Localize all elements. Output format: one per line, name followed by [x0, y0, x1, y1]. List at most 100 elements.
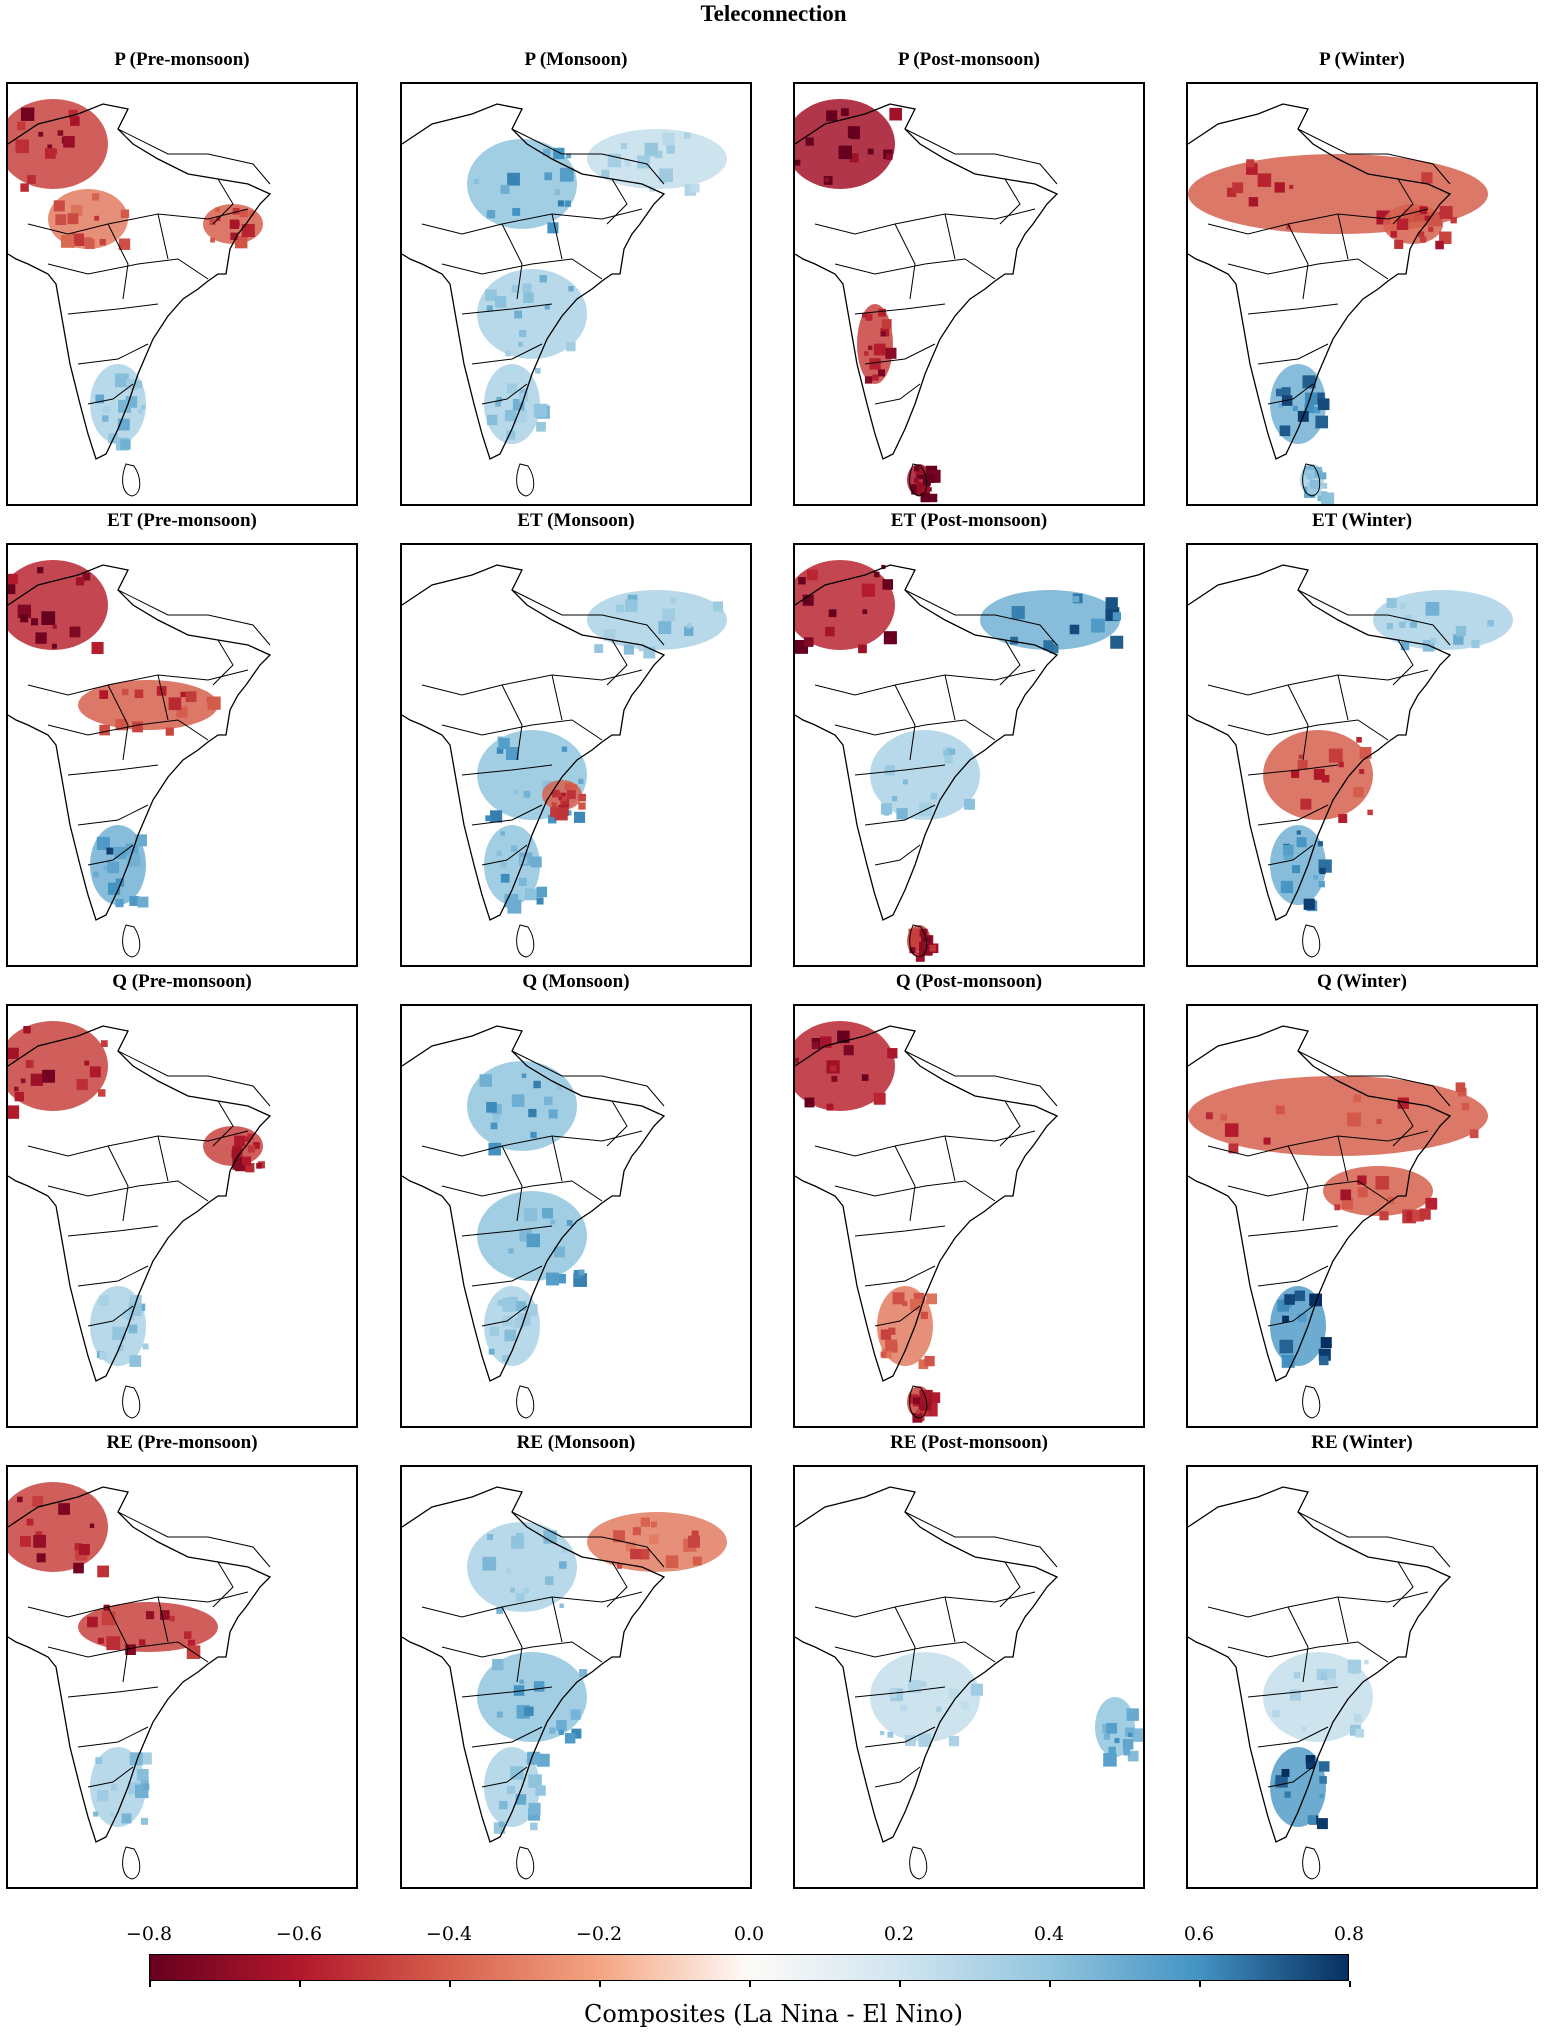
anomaly-pixel: [169, 1615, 175, 1622]
anomaly-pixel: [14, 1086, 19, 1092]
basin-boundary: [77, 804, 149, 826]
anomaly-pixel: [1400, 641, 1410, 651]
basin-boundary: [501, 1606, 523, 1683]
anomaly-region-northeast: [1383, 204, 1453, 250]
anomaly-pixel: [1394, 239, 1404, 249]
anomaly-blob: [8, 99, 108, 189]
anomaly-pixel: [494, 296, 507, 308]
panel-title: P (Monsoon): [524, 49, 628, 70]
anomaly-pixel: [45, 148, 56, 159]
basin-boundary: [864, 1265, 936, 1287]
sri-lanka-outline: [1302, 924, 1321, 958]
anomaly-pixel: [1220, 1114, 1228, 1121]
anomaly-pixel: [1412, 1209, 1425, 1222]
anomaly-region-south-peninsula: [484, 1747, 550, 1834]
anomaly-pixel: [1281, 387, 1291, 397]
anomaly-pixel: [30, 618, 39, 626]
anomaly-pixel: [1338, 813, 1348, 823]
country-outline: [795, 1486, 1059, 1843]
basin-boundary: [834, 719, 996, 741]
basin-boundary: [1297, 1050, 1451, 1107]
anomaly-pixel: [1114, 1738, 1120, 1744]
anomaly-pixel: [241, 223, 255, 238]
anomaly-pixel: [1010, 636, 1018, 645]
basin-boundary: [1207, 669, 1429, 696]
map-svg: [1188, 1486, 1452, 1880]
basin-boundary: [421, 208, 643, 235]
anomaly-pixel: [502, 1297, 517, 1312]
anomaly-region-north-band: [1188, 154, 1488, 234]
colorbar-tick-mark: [149, 1981, 151, 1987]
anomaly-pixel: [1439, 206, 1453, 219]
anomaly-pixel: [106, 1636, 121, 1651]
anomaly-pixel: [625, 1541, 636, 1552]
anomaly-pixel: [508, 1248, 514, 1254]
map-panel: [793, 1004, 1145, 1428]
anomaly-region-south-peninsula: [90, 1286, 149, 1367]
anomaly-pixel: [486, 305, 493, 312]
anomaly-pixel: [825, 626, 835, 637]
anomaly-pixel: [25, 1060, 34, 1068]
panel-title: RE (Monsoon): [516, 1432, 636, 1453]
anomaly-pixel: [573, 1270, 583, 1279]
basin-boundary: [874, 844, 921, 866]
anomaly-pixel: [1319, 1794, 1324, 1799]
anomaly-pixel: [1127, 1750, 1139, 1762]
anomaly-pixel: [99, 238, 106, 246]
anomaly-pixel: [902, 1301, 908, 1307]
anomaly-pixel: [805, 137, 814, 146]
anomaly-pixel: [14, 1091, 25, 1102]
anomaly-pixel: [1275, 388, 1284, 397]
map-panel: [793, 543, 1145, 967]
basin-boundary: [1267, 1305, 1314, 1327]
anomaly-pixel: [125, 1644, 136, 1656]
anomaly-pixel: [139, 1639, 146, 1646]
anomaly-pixel: [97, 1565, 109, 1578]
anomaly-pixel: [1319, 472, 1327, 480]
anomaly-pixel: [566, 810, 572, 816]
anomaly-pixel: [1356, 737, 1362, 743]
anomaly-pixel: [1353, 787, 1364, 798]
anomaly-pixel: [1272, 1709, 1280, 1718]
basin-boundary: [47, 1641, 209, 1663]
anomaly-pixel: [109, 1812, 115, 1817]
anomaly-pixel: [235, 235, 248, 249]
basin-boundary: [461, 1225, 553, 1237]
anomaly-pixel: [99, 690, 109, 699]
basin-boundary: [1247, 1225, 1339, 1237]
anomaly-pixel: [98, 1295, 110, 1306]
anomaly-pixel: [887, 1731, 894, 1738]
colorbar-label: Composites (La Nina - El Nino): [584, 2000, 963, 2028]
anomaly-pixel: [20, 1535, 31, 1547]
anomaly-pixel: [562, 1547, 567, 1553]
panel-title: P (Post-monsoon): [898, 49, 1040, 70]
anomaly-pixel: [115, 878, 125, 887]
basin-boundary: [441, 1641, 603, 1663]
anomaly-region-south-peninsula: [1270, 1747, 1330, 1830]
anomaly-pixel: [496, 1711, 503, 1718]
anomaly-pixel: [96, 836, 110, 850]
anomaly-pixel: [75, 577, 85, 586]
anomaly-pixel: [1106, 1722, 1118, 1734]
anomaly-pixel: [1301, 1726, 1307, 1732]
anomaly-pixel: [1430, 637, 1437, 644]
basin-boundary: [874, 383, 921, 405]
anomaly-pixel: [683, 132, 691, 139]
anomaly-pixel: [862, 609, 868, 615]
anomaly-pixel: [795, 159, 801, 166]
anomaly-pixel: [613, 1530, 626, 1543]
anomaly-region-north-central: [467, 1522, 577, 1614]
anomaly-pixel: [601, 169, 610, 178]
anomaly-pixel: [686, 623, 692, 629]
anomaly-pixel: [1224, 1123, 1239, 1137]
anomaly-pixel: [1319, 1776, 1327, 1784]
anomaly-region-northwest: [795, 99, 902, 189]
basin-boundary: [1207, 1591, 1429, 1618]
anomaly-pixel: [712, 601, 724, 612]
anomaly-pixel: [209, 218, 216, 226]
anomaly-pixel: [68, 109, 78, 119]
anomaly-blob: [467, 1522, 577, 1612]
anomaly-pixel: [824, 177, 830, 182]
anomaly-pixel: [1347, 1659, 1362, 1673]
anomaly-pixel: [487, 1534, 494, 1541]
